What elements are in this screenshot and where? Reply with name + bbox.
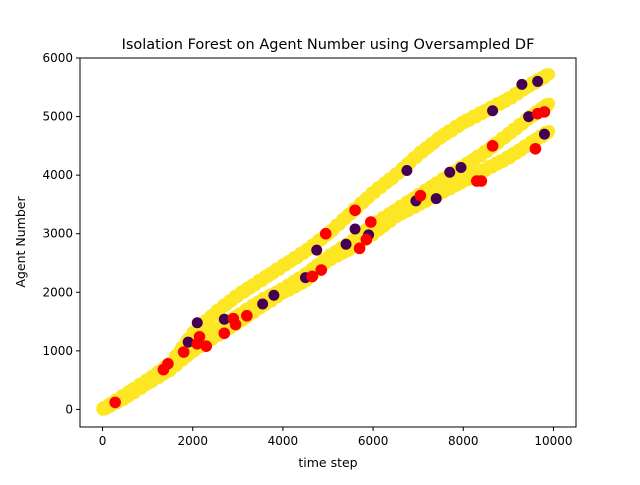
highlighted-point xyxy=(319,227,332,240)
outlier-point xyxy=(182,336,194,348)
highlighted-point xyxy=(349,204,361,217)
highlighted-point xyxy=(475,175,488,187)
plot-area xyxy=(96,68,556,416)
highlighted-point xyxy=(229,318,242,331)
highlighted-point xyxy=(529,142,542,155)
highlighted-point xyxy=(414,189,427,202)
y-tick-label: 6000 xyxy=(42,51,73,65)
plot-frame xyxy=(79,57,577,428)
x-tick-label: 6000 xyxy=(358,434,389,448)
chart-title: Isolation Forest on Agent Number using O… xyxy=(122,37,535,53)
y-tick-label: 3000 xyxy=(42,227,73,241)
highlighted-point xyxy=(486,140,499,152)
outlier-point xyxy=(268,289,280,301)
x-tick-label: 8000 xyxy=(448,434,479,448)
axis-ticks: 0 2000 4000 6000 8000 10000 0 1000 2000 3000 4000 5… xyxy=(42,51,572,448)
highlighted-point xyxy=(109,396,121,409)
outlier-point xyxy=(257,298,269,310)
x-tick-label: 0 xyxy=(99,434,107,448)
outlier-point xyxy=(340,238,352,250)
highlighted-point xyxy=(365,216,377,228)
outlier-point xyxy=(191,317,203,329)
y-axis-label: Agent Number xyxy=(13,196,28,288)
highlighted-point xyxy=(218,327,231,340)
y-tick-label: 4000 xyxy=(42,168,73,182)
outlier-point xyxy=(218,313,230,325)
x-tick-label: 10000 xyxy=(534,434,572,448)
outlier-point xyxy=(401,164,413,176)
highlighted-point xyxy=(200,340,213,352)
y-tick-label: 5000 xyxy=(42,110,73,124)
outlier-point xyxy=(430,193,442,205)
x-tick-label: 2000 xyxy=(177,434,208,448)
highlighted-point xyxy=(360,233,373,246)
outlier-point xyxy=(532,75,544,87)
highlighted-point xyxy=(306,270,319,283)
outlier-point xyxy=(487,105,499,117)
y-tick-label: 1000 xyxy=(42,344,73,358)
highlighted-point xyxy=(353,242,366,255)
highlighted-point xyxy=(162,357,174,370)
x-tick-label: 4000 xyxy=(268,434,299,448)
outlier-point xyxy=(311,244,323,256)
inlier-point xyxy=(542,68,556,81)
highlighted-point xyxy=(177,346,190,358)
x-axis-label: time step xyxy=(298,455,357,470)
highlighted-point xyxy=(315,264,328,276)
y-tick-label: 0 xyxy=(65,402,73,416)
outlier-point xyxy=(523,111,535,123)
outlier-point xyxy=(516,78,528,90)
outlier-point xyxy=(455,162,467,174)
y-tick-label: 2000 xyxy=(42,285,73,299)
highlighted-point xyxy=(193,331,206,343)
highlighted-point xyxy=(241,309,253,322)
outlier-point xyxy=(444,166,456,178)
outlier-point xyxy=(349,223,361,235)
highlighted-point xyxy=(538,106,551,118)
outlier-point xyxy=(538,128,550,140)
